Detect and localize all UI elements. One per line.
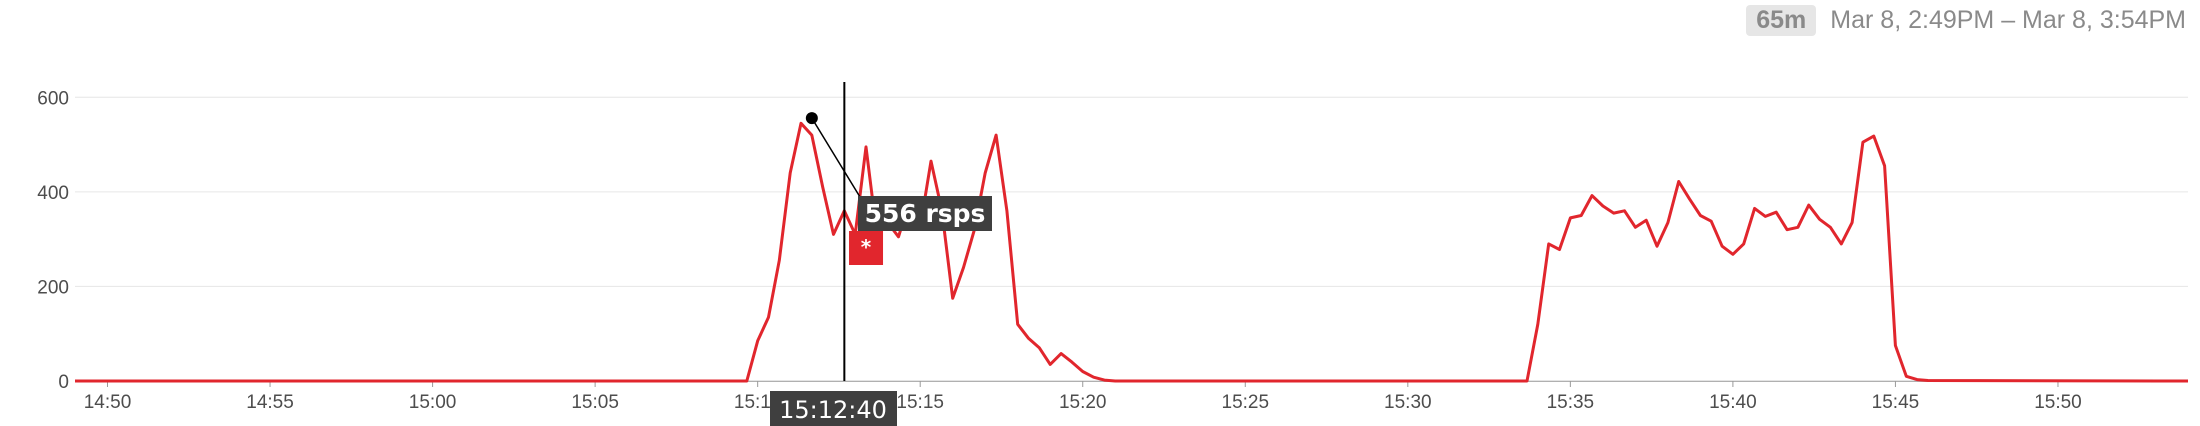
- tooltip-connector: [811, 117, 861, 198]
- y-tick-label: 0: [58, 372, 69, 393]
- cursor-time-label: 15:12:40: [779, 396, 887, 424]
- x-tick-label: 15:50: [2034, 392, 2082, 413]
- y-tick-label: 400: [37, 183, 69, 204]
- x-tick-label: 15:30: [1384, 392, 1432, 413]
- x-tick-label: 15:35: [1547, 392, 1595, 413]
- y-tick-label: 200: [37, 277, 69, 298]
- x-tick-label: 15:40: [1709, 392, 1757, 413]
- x-tick-label: 15:05: [571, 392, 619, 413]
- y-tick-label: 600: [37, 88, 69, 109]
- x-tick-label: 15:25: [1222, 392, 1270, 413]
- x-tick-label: 15:00: [409, 392, 457, 413]
- series-group: [75, 121, 2189, 383]
- x-tick-label: 15:45: [1872, 392, 1920, 413]
- highlight-point[interactable]: [805, 112, 818, 125]
- time-range-bar: 65m Mar 8, 2:49PM – Mar 8, 3:54PM: [1746, 4, 2186, 36]
- duration-badge[interactable]: 65m: [1746, 4, 1817, 36]
- x-tick-label: 14:55: [246, 392, 294, 413]
- annotation-marker[interactable]: [849, 231, 884, 265]
- grid-lines: [75, 96, 2188, 382]
- y-axis-ticks: 0 200 400 600: [37, 88, 69, 393]
- cursor-overlay: 556 rsps * 15:12:40: [770, 82, 992, 426]
- x-tick-label: 15:10: [734, 392, 782, 413]
- tooltip-value: 556 rsps: [865, 199, 986, 228]
- cursor-time-badge: [770, 391, 897, 426]
- annotation-marker-label: *: [861, 235, 872, 259]
- time-range-text: Mar 8, 2:49PM – Mar 8, 3:54PM: [1830, 5, 2186, 34]
- x-tick-label: 15:15: [896, 392, 944, 413]
- x-axis-ticks: 14:50 14:55 15:00 15:05 15:10 15:15 15:20 15:25…: [84, 381, 2082, 413]
- x-tick-label: 14:50: [84, 392, 132, 413]
- series-line: [75, 121, 2189, 383]
- value-tooltip: [858, 196, 992, 231]
- x-tick-label: 15:20: [1059, 392, 1107, 413]
